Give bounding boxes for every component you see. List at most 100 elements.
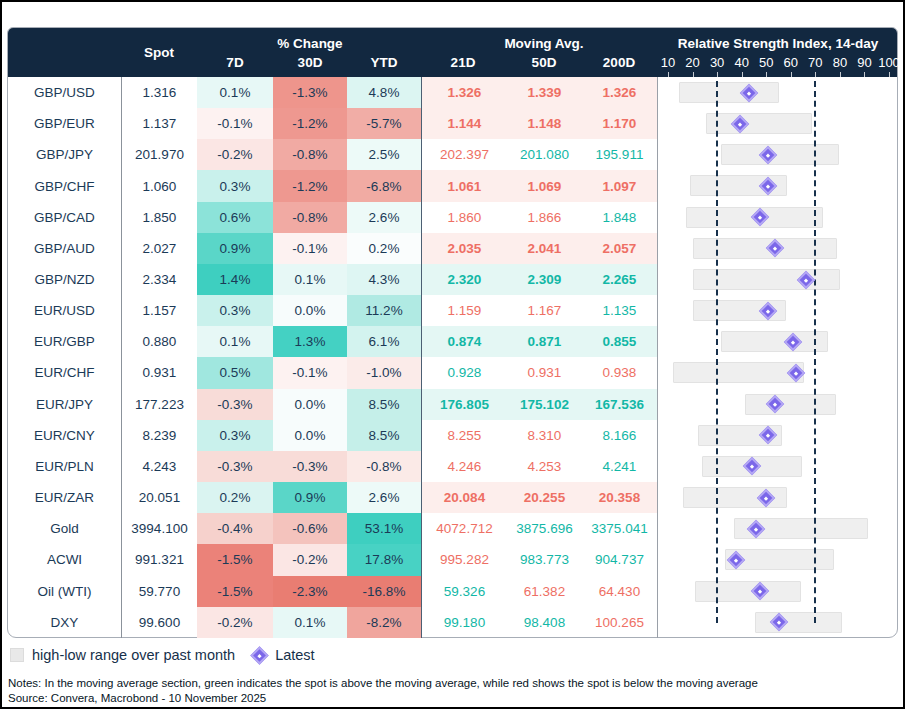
moving-avg-cell: 1.326 <box>422 77 507 108</box>
rsi-tick-label: 70 <box>808 55 822 70</box>
pct-change-cell: -1.5% <box>197 544 273 575</box>
moving-avg-cell: 1.069 <box>507 170 582 201</box>
rsi-oversold-line <box>716 81 718 623</box>
spot-value: 20.051 <box>122 482 197 513</box>
moving-avg-cell: 904.737 <box>582 544 657 575</box>
moving-avg-cell: 1.061 <box>422 170 507 201</box>
rsi-cell <box>658 420 897 451</box>
rsi-range-bar <box>755 612 842 633</box>
table-row: EUR/PLN4.243-0.3%-0.3%-0.8%4.2464.2534.2… <box>8 451 897 482</box>
table-row: GBP/CAD1.8500.6%-0.8%2.6%1.8601.8661.848 <box>8 202 897 233</box>
moving-avg-cell: 3875.696 <box>507 513 582 544</box>
pair-label: GBP/CAD <box>8 202 122 233</box>
pct-change-cell: -1.5% <box>197 576 273 607</box>
moving-avg-cell: 4.246 <box>422 451 507 482</box>
moving-avg-cell: 1.159 <box>422 295 507 326</box>
pair-label: DXY <box>8 607 122 638</box>
moving-avg-cell: 2.320 <box>422 264 507 295</box>
rsi-cell <box>658 108 897 139</box>
rsi-range-bar <box>673 362 804 383</box>
moving-avg-cell: 0.931 <box>507 357 582 388</box>
moving-avg-cell: 20.255 <box>507 482 582 513</box>
moving-avg-cell: 2.309 <box>507 264 582 295</box>
moving-avg-cell: 0.938 <box>582 357 657 388</box>
rsi-cell <box>658 513 897 544</box>
rsi-cell <box>658 389 897 420</box>
pair-label: GBP/CHF <box>8 170 122 201</box>
rsi-range-bar <box>706 113 812 134</box>
rsi-cell <box>658 77 897 108</box>
moving-avg-cell: 995.282 <box>422 544 507 575</box>
moving-avg-cell: 4.253 <box>507 451 582 482</box>
spot-value: 1.157 <box>122 295 197 326</box>
pair-label: GBP/AUD <box>8 233 122 264</box>
pct-change-cell: 0.0% <box>273 420 347 451</box>
rsi-cell <box>658 357 897 388</box>
spot-value: 0.931 <box>122 357 197 388</box>
legend-latest-diamond-icon <box>250 646 268 664</box>
table-row: GBP/EUR1.137-0.1%-1.2%-5.7%1.1441.1481.1… <box>8 108 897 139</box>
legend-latest-label: Latest <box>275 647 315 663</box>
legend-range-label: high-low range over past month <box>32 647 235 663</box>
rsi-overbought-line <box>814 81 816 623</box>
pct-change-cell: 0.6% <box>197 202 273 233</box>
pct-change-cell: -2.3% <box>273 576 347 607</box>
moving-avg-cell: 1.326 <box>582 77 657 108</box>
moving-avg-cell: 4072.712 <box>422 513 507 544</box>
pct-change-cell: 0.1% <box>197 77 273 108</box>
pair-label: ACWI <box>8 544 122 575</box>
rsi-cell <box>658 295 897 326</box>
pct-change-cell: -0.3% <box>197 451 273 482</box>
rsi-tick-label: 20 <box>685 55 699 70</box>
moving-avg-cell: 20.358 <box>582 482 657 513</box>
moving-avg-cell: 1.866 <box>507 202 582 233</box>
rsi-range-bar <box>679 82 779 103</box>
table-row: EUR/ZAR20.0510.2%0.9%2.6%20.08420.25520.… <box>8 482 897 513</box>
pct-change-cell: 8.5% <box>347 389 421 420</box>
moving-avg-cell: 1.148 <box>507 108 582 139</box>
pct-change-subheader: 30D <box>298 55 323 70</box>
pct-change-cell: 0.0% <box>273 389 347 420</box>
pct-change-subheader: YTD <box>371 55 398 70</box>
source-text: Source: Convera, Macrobond - 10 November… <box>8 692 266 704</box>
pct-change-cell: 2.6% <box>347 482 421 513</box>
pct-change-cell: -6.8% <box>347 170 421 201</box>
moving-avg-cell: 1.860 <box>422 202 507 233</box>
pct-change-cell: -0.6% <box>273 513 347 544</box>
moving-avg-cell: 167.536 <box>582 389 657 420</box>
moving-avg-cell: 1.167 <box>507 295 582 326</box>
pct-change-cell: -0.1% <box>273 357 347 388</box>
pct-change-cell: -0.4% <box>197 513 273 544</box>
rsi-tick-label: 60 <box>784 55 798 70</box>
table-row: EUR/USD1.1570.3%0.0%11.2%1.1591.1671.135 <box>8 295 897 326</box>
rsi-tick-label: 80 <box>833 55 847 70</box>
pct-change-cell: 0.9% <box>197 233 273 264</box>
spot-value: 0.880 <box>122 326 197 357</box>
table-row: GBP/AUD2.0270.9%-0.1%0.2%2.0352.0412.057 <box>8 233 897 264</box>
pct-change-cell: -8.2% <box>347 607 421 638</box>
moving-avg-subheader: 200D <box>603 55 635 70</box>
rsi-tick-label: 10 <box>661 55 675 70</box>
spot-value: 177.223 <box>122 389 197 420</box>
pct-change-cell: -0.1% <box>273 233 347 264</box>
moving-avg-subheader: 50D <box>532 55 557 70</box>
pct-change-cell: -0.8% <box>273 139 347 170</box>
pair-label: EUR/ZAR <box>8 482 122 513</box>
pct-change-subheader: 7D <box>226 55 243 70</box>
rsi-range-bar <box>693 269 840 290</box>
spot-value: 99.600 <box>122 607 197 638</box>
moving-avg-cell: 1.135 <box>582 295 657 326</box>
table-row: EUR/GBP0.8800.1%1.3%6.1%0.8740.8710.855 <box>8 326 897 357</box>
moving-avg-cell: 2.041 <box>507 233 582 264</box>
spot-value: 1.060 <box>122 170 197 201</box>
moving-avg-cell: 64.430 <box>582 576 657 607</box>
pct-change-cell: -0.3% <box>273 451 347 482</box>
pct-change-cell: 4.8% <box>347 77 421 108</box>
pct-change-cell: 0.5% <box>197 357 273 388</box>
pct-change-cell: -0.1% <box>197 108 273 139</box>
spot-column-header: Spot <box>144 45 174 60</box>
pct-change-header: % Change <box>277 36 342 51</box>
moving-avg-cell: 8.166 <box>582 420 657 451</box>
table-header: Spot % Change Moving Avg. Relative Stren… <box>8 28 897 77</box>
moving-avg-cell: 202.397 <box>422 139 507 170</box>
